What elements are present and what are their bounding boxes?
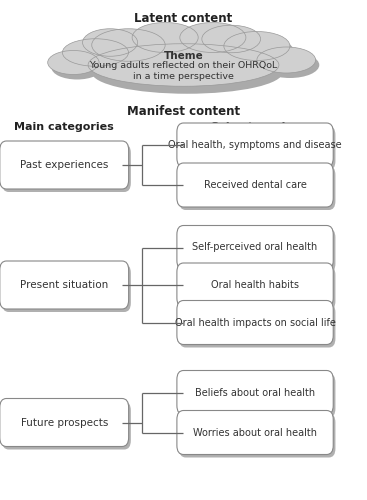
Text: Subcategories: Subcategories: [210, 122, 300, 132]
Ellipse shape: [88, 44, 279, 86]
Text: Beliefs about oral health: Beliefs about oral health: [195, 388, 315, 398]
FancyBboxPatch shape: [0, 261, 128, 309]
Text: Self-perceived oral health: Self-perceived oral health: [192, 242, 318, 252]
Text: Oral health impacts on social life: Oral health impacts on social life: [175, 318, 335, 328]
Text: Past experiences: Past experiences: [20, 160, 108, 170]
FancyBboxPatch shape: [179, 374, 335, 418]
Ellipse shape: [86, 34, 141, 61]
Text: Worries about oral health: Worries about oral health: [193, 428, 317, 438]
Ellipse shape: [261, 52, 319, 78]
Ellipse shape: [132, 22, 198, 52]
FancyBboxPatch shape: [177, 370, 333, 414]
Text: Oral health habits: Oral health habits: [211, 280, 299, 290]
Ellipse shape: [92, 28, 165, 61]
Text: Manifest content: Manifest content: [127, 105, 240, 118]
FancyBboxPatch shape: [179, 266, 335, 310]
FancyBboxPatch shape: [2, 144, 131, 192]
FancyBboxPatch shape: [177, 263, 333, 307]
FancyBboxPatch shape: [179, 126, 335, 170]
Text: Received dental care: Received dental care: [204, 180, 306, 190]
FancyBboxPatch shape: [0, 141, 128, 189]
Ellipse shape: [62, 39, 128, 66]
FancyBboxPatch shape: [177, 300, 333, 344]
FancyBboxPatch shape: [2, 264, 131, 312]
FancyBboxPatch shape: [179, 304, 335, 348]
FancyBboxPatch shape: [179, 228, 335, 272]
FancyBboxPatch shape: [179, 414, 335, 458]
FancyBboxPatch shape: [177, 163, 333, 207]
Text: Oral health, symptoms and disease: Oral health, symptoms and disease: [168, 140, 342, 150]
Text: Young adults reflected on their OHRQoL
in a time perspective: Young adults reflected on their OHRQoL i…: [90, 62, 277, 80]
Text: Future prospects: Future prospects: [21, 418, 108, 428]
FancyBboxPatch shape: [179, 166, 335, 210]
Ellipse shape: [136, 28, 202, 58]
Ellipse shape: [184, 28, 250, 58]
Ellipse shape: [224, 32, 290, 60]
FancyBboxPatch shape: [0, 398, 128, 446]
Ellipse shape: [51, 56, 103, 80]
Text: Main categories: Main categories: [14, 122, 114, 132]
Ellipse shape: [180, 22, 246, 52]
Ellipse shape: [228, 36, 294, 66]
FancyBboxPatch shape: [177, 123, 333, 167]
Ellipse shape: [92, 52, 283, 94]
Ellipse shape: [202, 25, 261, 52]
Ellipse shape: [206, 30, 264, 58]
Ellipse shape: [83, 28, 138, 56]
Ellipse shape: [257, 47, 316, 73]
Text: Theme: Theme: [164, 51, 203, 61]
Ellipse shape: [66, 44, 132, 71]
Text: Present situation: Present situation: [20, 280, 108, 290]
FancyBboxPatch shape: [177, 226, 333, 270]
Ellipse shape: [48, 50, 99, 74]
Ellipse shape: [95, 34, 169, 66]
Text: Latent content: Latent content: [134, 12, 233, 26]
FancyBboxPatch shape: [2, 402, 131, 450]
FancyBboxPatch shape: [177, 410, 333, 455]
